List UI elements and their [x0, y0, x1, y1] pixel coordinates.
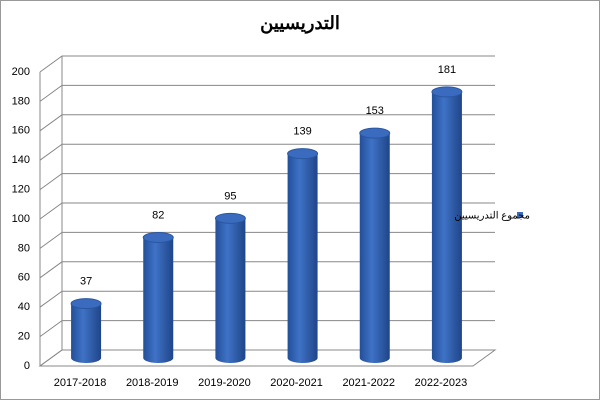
- y-tick-label: 140: [12, 154, 30, 166]
- grid-line: [39, 320, 495, 338]
- y-tick-label: 200: [12, 66, 30, 78]
- bar: [215, 218, 246, 363]
- legend-swatch: [517, 212, 523, 218]
- data-label: 37: [80, 276, 92, 288]
- bar: [431, 91, 462, 364]
- bar-top: [142, 231, 174, 243]
- bar: [287, 153, 318, 363]
- x-tick-label: 2021-2022: [342, 377, 395, 389]
- y-tick-label: 160: [12, 125, 30, 137]
- data-label: 181: [438, 64, 456, 76]
- bar-top: [431, 86, 463, 98]
- bar: [359, 133, 390, 363]
- grid-line: [39, 114, 495, 132]
- x-tick-label: 2017-2018: [54, 377, 107, 389]
- data-label: 153: [366, 105, 384, 117]
- y-tick-label: 20: [18, 331, 30, 343]
- grid-line: [39, 261, 495, 279]
- grid-line: [39, 349, 495, 367]
- grid-line: [39, 55, 495, 73]
- x-tick-label: 2019-2020: [198, 377, 251, 389]
- bar-top: [359, 127, 391, 139]
- data-label: 82: [152, 209, 164, 221]
- grid-line: [39, 84, 495, 102]
- grid-line: [39, 202, 495, 220]
- y-tick-label: 100: [12, 213, 30, 225]
- data-label: 95: [224, 190, 236, 202]
- bar-top: [214, 212, 246, 224]
- x-tick-label: 2018-2019: [126, 377, 179, 389]
- bar: [143, 237, 174, 363]
- bar-top: [70, 298, 102, 310]
- x-tick-label: 2022-2023: [415, 377, 468, 389]
- grid-line: [39, 290, 495, 308]
- chart-title: التدريسيين: [260, 13, 340, 34]
- grid-line: [39, 173, 495, 191]
- data-label: 139: [293, 126, 311, 138]
- y-tick-label: 80: [18, 242, 30, 254]
- bar-top: [287, 148, 319, 160]
- bar: [71, 303, 102, 363]
- y-tick-label: 180: [12, 95, 30, 107]
- legend-label: مجموع التدريسيين: [454, 211, 530, 222]
- grid-line: [39, 231, 495, 249]
- y-tick-label: 120: [12, 184, 30, 196]
- grid-line: [39, 143, 495, 161]
- x-tick-label: 2020-2021: [270, 377, 323, 389]
- y-tick-label: 40: [18, 301, 30, 313]
- y-tick-label: 0: [24, 360, 30, 372]
- y-tick-label: 60: [18, 272, 30, 284]
